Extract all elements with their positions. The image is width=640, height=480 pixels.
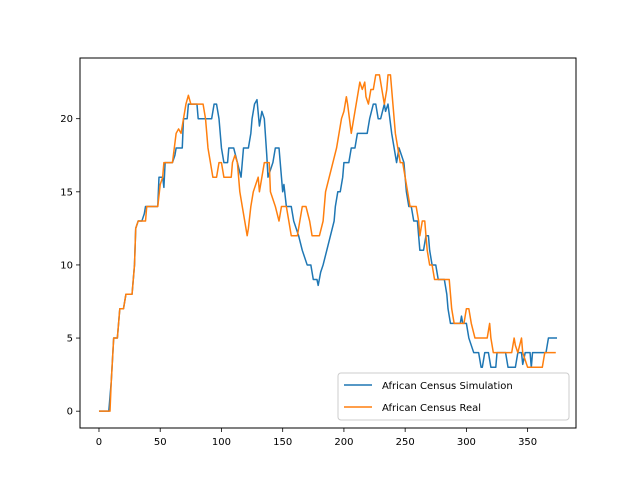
x-tick-label: 350 [518,437,537,448]
plot-lines [98,74,558,412]
plot-frame [79,57,577,429]
x-tick-label: 100 [212,437,231,448]
y-axis: 0 5 10 15 20 [60,114,80,418]
y-tick-label: 15 [60,187,73,198]
series-line-1 [98,74,556,412]
x-axis: 0 50 100 150 200 250 300 350 [96,428,537,448]
y-tick-label: 20 [60,114,73,125]
x-tick-label: 150 [273,437,292,448]
x-tick-label: 0 [96,437,102,448]
x-tick-label: 200 [334,437,353,448]
x-tick-label: 250 [396,437,415,448]
y-tick-label: 10 [60,260,73,271]
legend-box [337,372,570,421]
y-tick-label: 0 [67,407,73,418]
x-tick-label: 300 [457,437,476,448]
legend-label-simulation: African Census Simulation [382,381,513,392]
legend: African Census Simulation African Census… [337,372,570,421]
x-tick-label: 50 [154,437,167,448]
legend-label-real: African Census Real [382,403,481,414]
y-tick-label: 5 [67,334,73,345]
